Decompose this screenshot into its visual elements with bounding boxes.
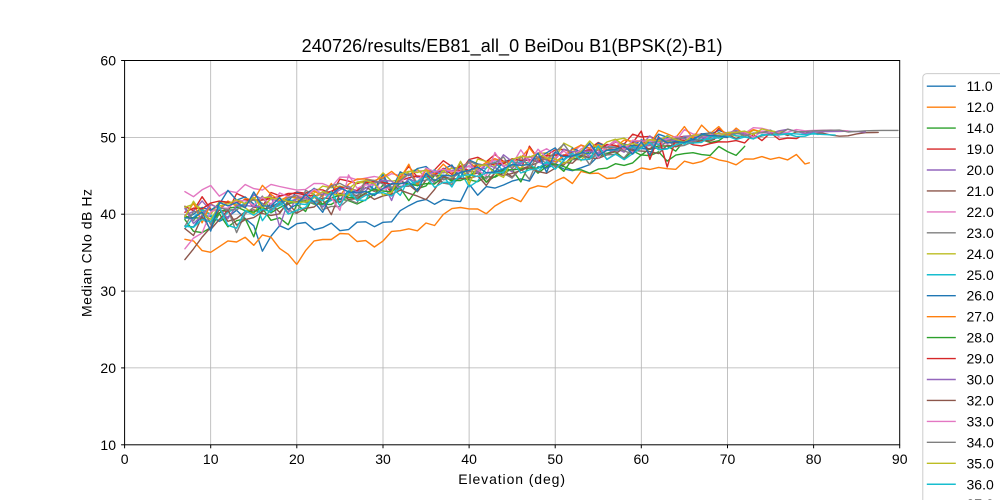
svg-text:35.0: 35.0 [967, 455, 994, 471]
svg-text:20: 20 [100, 360, 116, 376]
svg-text:19.0: 19.0 [967, 141, 994, 157]
svg-text:80: 80 [806, 451, 822, 467]
svg-text:70: 70 [720, 451, 736, 467]
svg-text:32.0: 32.0 [967, 392, 994, 408]
svg-text:40: 40 [100, 206, 116, 222]
svg-text:0: 0 [121, 451, 129, 467]
svg-text:28.0: 28.0 [967, 330, 994, 346]
svg-text:20: 20 [289, 451, 305, 467]
svg-text:12.0: 12.0 [967, 99, 994, 115]
svg-text:27.0: 27.0 [967, 309, 994, 325]
svg-text:23.0: 23.0 [967, 225, 994, 241]
svg-text:60: 60 [634, 451, 650, 467]
svg-text:90: 90 [892, 451, 908, 467]
svg-text:24.0: 24.0 [967, 246, 994, 262]
svg-text:30: 30 [100, 283, 116, 299]
svg-text:30: 30 [375, 451, 391, 467]
svg-text:50: 50 [100, 129, 116, 145]
svg-text:36.0: 36.0 [967, 476, 994, 492]
svg-text:10: 10 [203, 451, 219, 467]
svg-text:34.0: 34.0 [967, 434, 994, 450]
svg-text:50: 50 [547, 451, 563, 467]
svg-text:Elevation (deg): Elevation (deg) [458, 471, 566, 487]
svg-text:20.0: 20.0 [967, 162, 994, 178]
svg-text:25.0: 25.0 [967, 267, 994, 283]
svg-text:33.0: 33.0 [967, 413, 994, 429]
svg-text:Median CNo dB Hz: Median CNo dB Hz [79, 188, 95, 317]
svg-text:40: 40 [461, 451, 477, 467]
svg-text:240726/results/EB81_all_0 BeiD: 240726/results/EB81_all_0 BeiDou B1(BPSK… [302, 36, 723, 57]
svg-text:21.0: 21.0 [967, 183, 994, 199]
svg-text:10: 10 [100, 437, 116, 453]
svg-text:22.0: 22.0 [967, 204, 994, 220]
svg-text:30.0: 30.0 [967, 372, 994, 388]
svg-text:11.0: 11.0 [967, 78, 993, 94]
svg-text:29.0: 29.0 [967, 351, 994, 367]
svg-text:60: 60 [100, 53, 116, 69]
svg-text:26.0: 26.0 [967, 288, 994, 304]
svg-text:14.0: 14.0 [967, 120, 994, 136]
svg-text:37.0: 37.0 [967, 496, 994, 500]
